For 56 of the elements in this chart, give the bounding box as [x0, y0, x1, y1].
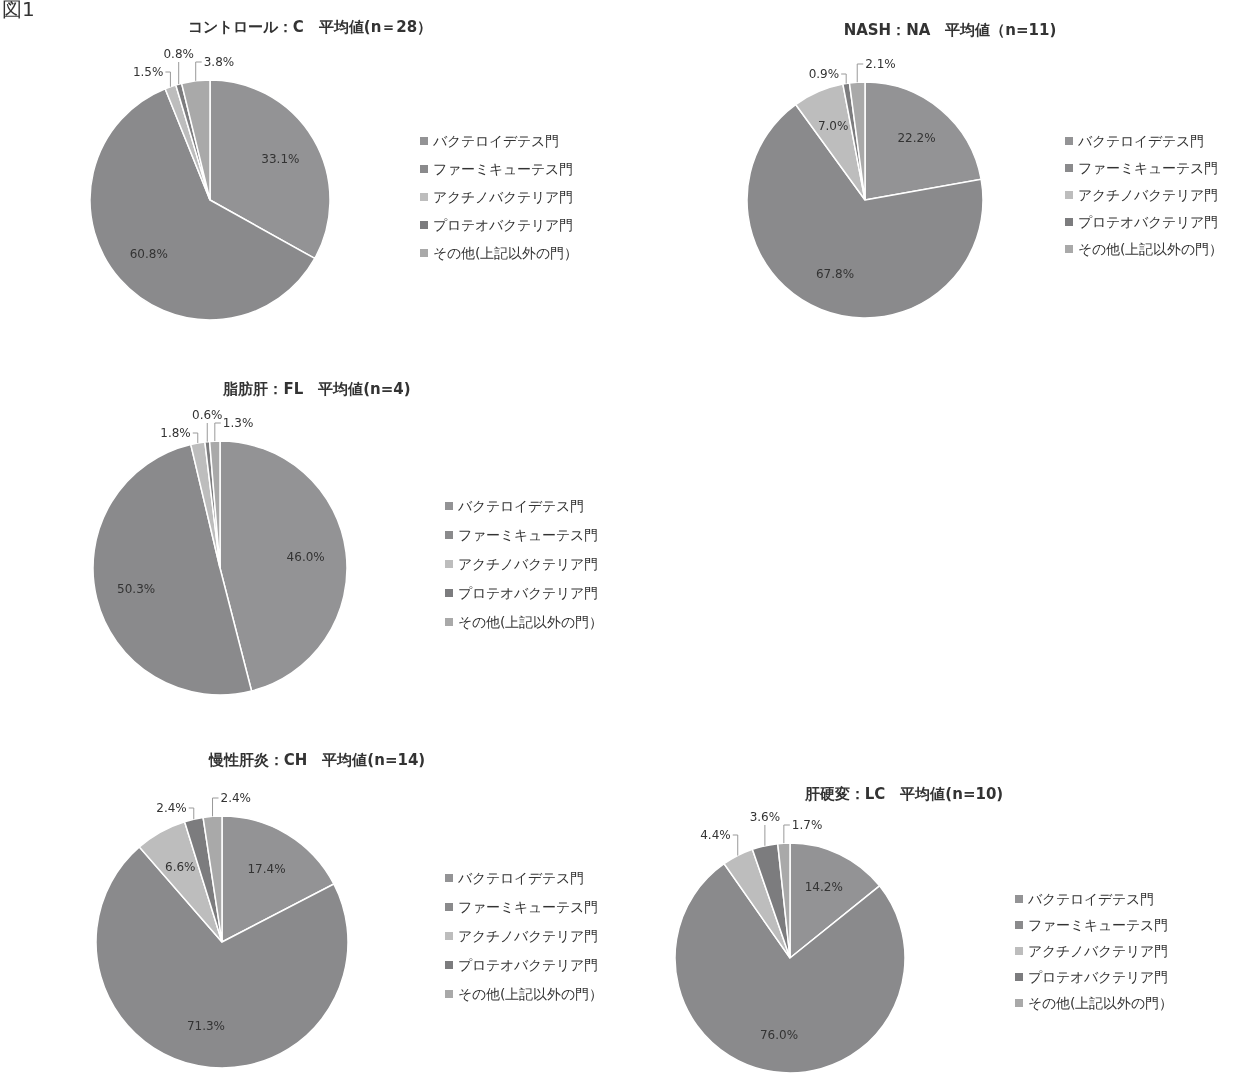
- legend-label: プロテオバクテリア門: [433, 217, 573, 233]
- legend-label: アクチノバクテリア門: [1028, 943, 1168, 959]
- data-label: 22.2%: [897, 131, 936, 146]
- legend-label: アクチノバクテリア門: [433, 189, 573, 205]
- legend-label: その他(上記以外の門）: [1028, 995, 1174, 1011]
- legend-label: ファーミキューテス門: [1028, 917, 1168, 933]
- legend-label: バクテロイデテス門: [1077, 133, 1204, 149]
- legend-label: プロテオバクテリア門: [1028, 969, 1168, 985]
- data-label: 76.0%: [759, 1028, 799, 1043]
- legend-label: アクチノバクテリア門: [1078, 187, 1218, 203]
- legend-label: ファーミキューテス門: [433, 161, 573, 177]
- data-label: 1.3%: [222, 416, 254, 430]
- legend-label: バクテロイデテス門: [432, 133, 559, 149]
- data-label: 4.4%: [700, 828, 731, 842]
- data-label: 1.5%: [132, 65, 164, 79]
- data-label: 50.3%: [117, 581, 156, 596]
- legend-label: ファーミキューテス門: [458, 527, 598, 543]
- chart-title: 脂肪肝：FL 平均値(n=4): [222, 380, 411, 398]
- legend-label: プロテオバクテリア門: [458, 585, 598, 601]
- legend-label: ファーミキューテス門: [1078, 160, 1218, 176]
- data-label: 1.7%: [791, 818, 823, 832]
- legend-label: その他(上記以外の門）: [458, 986, 604, 1002]
- legend-label: バクテロイデテス門: [457, 498, 584, 514]
- data-label: 2.4%: [156, 801, 187, 815]
- data-label: 46.0%: [286, 550, 325, 565]
- data-label: 2.1%: [865, 57, 896, 71]
- chart-title: 慢性肝炎：CH 平均値(n=14): [207, 751, 426, 769]
- chart-title: NASH：NA 平均値（n=11): [843, 21, 1057, 39]
- legend-label: その他(上記以外の門）: [458, 614, 604, 630]
- caption: 図1: [2, 0, 35, 23]
- data-label: 0.8%: [163, 47, 194, 61]
- legend-label: アクチノバクテリア門: [458, 556, 598, 572]
- data-label: 14.2%: [804, 880, 843, 895]
- legend-label: プロテオバクテリア門: [458, 957, 598, 973]
- data-label: 6.6%: [165, 860, 196, 875]
- data-label: 17.4%: [247, 861, 286, 876]
- legend-label: アクチノバクテリア門: [458, 928, 598, 944]
- data-label: 67.8%: [815, 267, 855, 282]
- chart-title: 肝硬変：LC 平均値(n=10): [803, 785, 1004, 803]
- legend-label: プロテオバクテリア門: [1078, 214, 1218, 230]
- legend-label: バクテロイデテス門: [1027, 891, 1154, 907]
- data-label: 3.6%: [749, 810, 781, 824]
- legend-label: バクテロイデテス門: [457, 870, 584, 886]
- data-label: 60.8%: [129, 246, 168, 261]
- data-label: 7.0%: [817, 119, 849, 134]
- data-label: 0.6%: [192, 408, 223, 422]
- legend-label: その他(上記以外の門）: [1078, 241, 1224, 257]
- data-label: 0.9%: [808, 67, 840, 81]
- data-label: 33.1%: [261, 151, 300, 166]
- data-label: 1.8%: [160, 426, 191, 440]
- chart-title: コントロール：C 平均値(n＝28）: [187, 18, 433, 36]
- legend-label: ファーミキューテス門: [458, 899, 598, 915]
- data-label: 3.8%: [203, 55, 235, 69]
- data-label: 2.4%: [220, 791, 252, 805]
- legend-label: その他(上記以外の門）: [433, 245, 579, 261]
- data-label: 71.3%: [186, 1019, 226, 1034]
